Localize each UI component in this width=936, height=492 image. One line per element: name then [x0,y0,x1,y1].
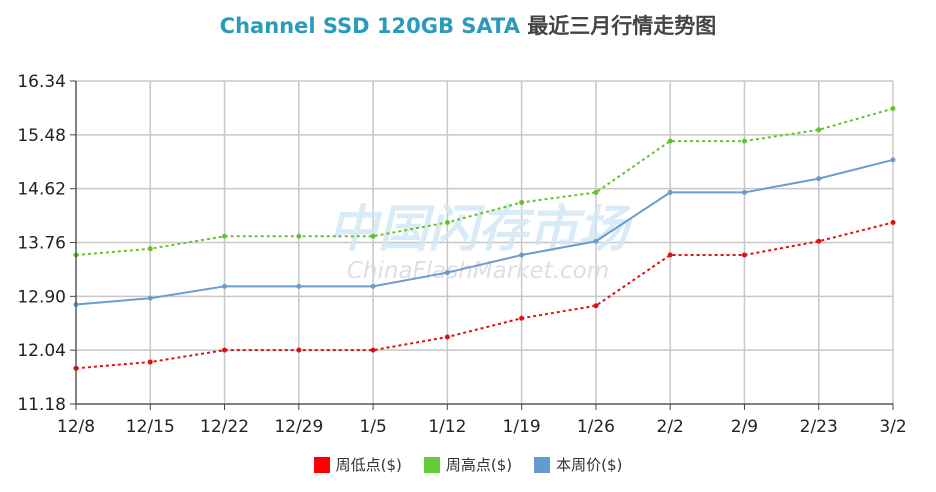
series-0-point [519,315,525,321]
legend-item[interactable]: 周低点($) [313,454,402,475]
watermark: 中国闪存市场 ChinaFlashMarket.com [328,200,633,284]
watermark-en: ChinaFlashMarket.com [347,258,609,284]
legend-label: 周低点($) [335,456,402,474]
legend-item[interactable]: 周高点($) [423,454,513,475]
y-tick-label: 16.34 [17,72,66,92]
series-1-point [519,199,525,205]
x-tick-label: 12/8 [57,417,95,437]
series-2-point [370,283,376,289]
x-tick-label: 12/22 [200,417,249,437]
legend-item[interactable]: 本周价($) [534,454,622,475]
y-tick-label: 15.48 [17,126,66,146]
axes [70,80,894,410]
series-1-point [667,138,673,144]
series-line-1 [75,107,894,257]
series-1-point [222,233,228,239]
series-lines [73,106,896,371]
legend-label: 周高点($) [445,456,513,474]
series-line-2 [75,158,894,306]
x-tick-label: 1/26 [577,417,615,437]
series-2-point [444,270,450,276]
x-tick-label: 1/19 [503,417,541,437]
y-tick-label: 12.90 [17,287,66,307]
chart-title-cn: 最近三月行情走势图 [527,14,717,38]
series-0-point [147,359,153,365]
chart-title: Channel SSD 120GB SATA 最近三月行情走势图 [0,10,936,40]
series-1-point [147,246,153,252]
chart-title-en: Channel SSD 120GB SATA [219,14,520,38]
series-0-point [741,252,747,258]
series-0-point [593,303,599,309]
legend-label: 本周价($) [556,456,623,474]
series-1-point [816,127,822,133]
series-0-point [816,238,822,244]
series-1-point [444,219,450,225]
series-2-point [667,189,673,195]
series-0-point [370,347,376,353]
x-tick-label: 12/29 [274,417,323,437]
series-1-point [890,106,896,112]
series-2-point [741,189,747,195]
series-2-point [519,252,525,258]
y-tick-label: 14.62 [17,180,66,200]
x-tick-label: 1/5 [359,417,386,437]
series-0-point [296,347,302,353]
series-2-point [593,238,599,244]
y-tick-label: 13.76 [17,234,66,254]
tick-labels: 12/8 12/15 12/22 12/29 1/5 1/12 1/19 1/26 2/2 2/9… [17,72,906,437]
y-tick-label: 12.04 [17,341,66,361]
series-1-point [370,233,376,239]
x-tick-label: 1/12 [428,417,466,437]
series-0-point [444,334,450,340]
x-tick-label: 2/23 [800,417,838,437]
series-2-point [222,283,228,289]
series-2-point [890,157,896,163]
series-line-0 [75,221,894,370]
series-0-point [222,347,228,353]
series-1-point [593,189,599,195]
series-0-point [890,219,896,225]
legend-swatch [313,457,330,473]
legend-swatch [423,457,440,473]
series-2-point [296,283,302,289]
x-tick-label: 3/2 [879,417,906,437]
series-1-point [741,138,747,144]
watermark-cn: 中国闪存市场 [328,200,633,258]
series-2-point [147,295,153,301]
series-0-point [667,252,673,258]
series-2-point [816,176,822,182]
legend-swatch [534,457,551,473]
x-tick-label: 12/15 [126,417,175,437]
y-tick-label: 11.18 [17,395,66,415]
x-tick-label: 2/9 [731,417,758,437]
x-tick-label: 2/2 [657,417,684,437]
legend: 周低点($) 周高点($) 本周价($) [0,454,936,475]
series-1-point [296,233,302,239]
